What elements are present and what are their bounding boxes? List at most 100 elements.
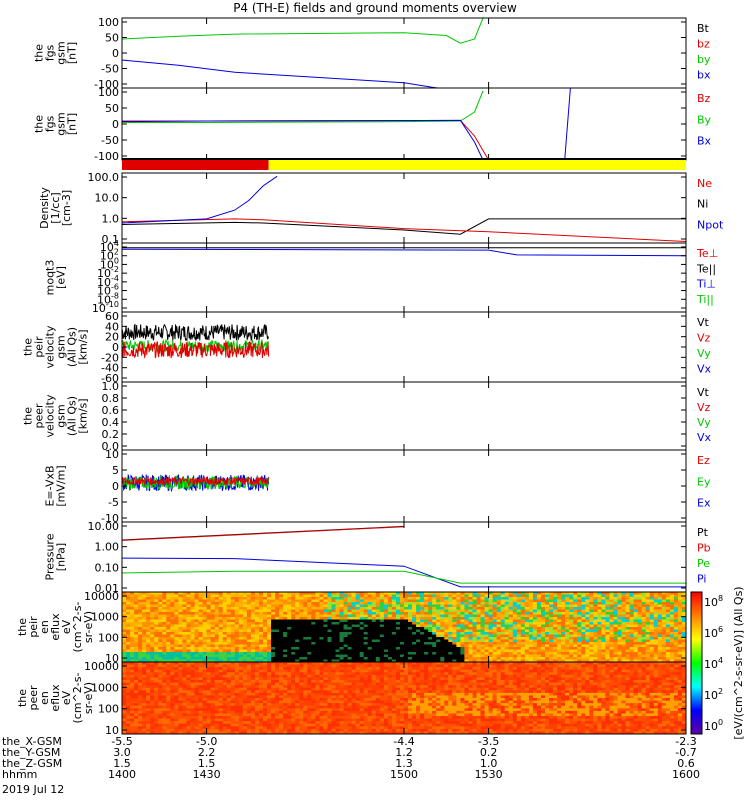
heatmap-cell [633, 647, 639, 651]
heatmap-cell [178, 705, 183, 709]
heatmap-cell [226, 607, 232, 611]
heatmap-cell [339, 612, 345, 616]
heatmap-cell [242, 602, 248, 606]
heatmap-cell [138, 594, 143, 598]
heatmap-cell [311, 614, 316, 618]
heatmap-cell [553, 657, 558, 661]
heatmap-cell [198, 622, 204, 626]
heatmap-cell [452, 657, 457, 661]
heatmap-cell [424, 622, 429, 626]
heatmap-cell [456, 632, 461, 636]
heatmap-cell [569, 654, 574, 658]
heatmap-cell [218, 592, 224, 596]
heatmap-cell [613, 602, 619, 606]
heatmap-cell [476, 639, 482, 643]
heatmap-cell [577, 597, 582, 601]
heatmap-cell [254, 652, 260, 656]
heatmap-cell [412, 602, 417, 606]
heatmap-cell [178, 708, 183, 712]
heatmap-cell [327, 647, 333, 651]
heatmap-cell [444, 592, 449, 596]
heatmap-cell [484, 614, 490, 618]
heatmap-cell [520, 602, 526, 606]
heatmap-cell [194, 637, 200, 641]
heatmap-cell [126, 599, 131, 603]
heatmap-cell [146, 721, 151, 725]
heatmap-cell [520, 617, 526, 621]
heatmap-cell [649, 604, 655, 608]
heatmap-cell [492, 647, 498, 651]
heatmap-cell [142, 632, 147, 636]
heatmap-cell [182, 647, 187, 651]
heatmap-cell [682, 619, 686, 623]
heatmap-cell [146, 726, 151, 730]
heatmap-cell [238, 619, 244, 623]
heatmap-cell [303, 629, 308, 633]
heatmap-cell [472, 654, 478, 658]
heatmap-cell [150, 629, 155, 633]
heatmap-cell [319, 602, 324, 606]
heatmap-cell [242, 649, 248, 653]
heatmap-cell [122, 657, 127, 661]
heatmap-cell [391, 654, 397, 658]
heatmap-cell [363, 659, 369, 662]
heatmap-cell [283, 609, 288, 613]
heatmap-cell [387, 594, 393, 598]
heatmap-cell [673, 594, 679, 598]
heatmap-cell [154, 662, 159, 666]
heatmap-cell [134, 703, 139, 707]
heatmap-cell [142, 597, 147, 601]
heatmap-cell [432, 592, 437, 596]
heatmap-cell [279, 652, 284, 656]
heatmap-cell [629, 607, 635, 611]
heatmap-cell [573, 654, 578, 658]
heatmap-cell [488, 659, 494, 662]
heatmap-cell [291, 602, 296, 606]
heatmap-cell [134, 690, 139, 694]
heatmap-cell [178, 713, 183, 717]
heatmap-cell [154, 677, 159, 681]
heatmap-cell [142, 599, 147, 603]
heatmap-cell [621, 594, 627, 598]
series-line-bx [122, 59, 438, 88]
heatmap-cell [355, 614, 361, 618]
heatmap-cell [613, 614, 619, 618]
heatmap-cell [424, 614, 429, 618]
heatmap-cell [367, 657, 373, 661]
heatmap-cell [391, 659, 397, 662]
heatmap-cell [351, 592, 357, 596]
heatmap-cell [295, 652, 300, 656]
heatmap-cell [395, 632, 401, 636]
heatmap-cell [589, 654, 594, 658]
heatmap-cell [625, 627, 631, 631]
heatmap-cell [468, 604, 474, 608]
heatmap-cell [267, 607, 272, 611]
heatmap-cell [279, 657, 284, 661]
heatmap-cell [194, 692, 200, 697]
heatmap-cell [150, 602, 155, 606]
heatmap-cell [182, 637, 187, 641]
heatmap-cell [190, 594, 196, 598]
y-axis-label: velocity [44, 394, 57, 437]
heatmap-cell [174, 622, 179, 626]
heatmap-cell [210, 622, 216, 626]
heatmap-cell [645, 604, 651, 608]
heatmap-cell [617, 617, 623, 621]
heatmap-cell [122, 695, 127, 699]
heatmap-cell [174, 716, 179, 720]
heatmap-cell [170, 644, 175, 648]
heatmap-cell [339, 632, 345, 636]
heatmap-cell [557, 619, 562, 623]
heatmap-cell [218, 690, 224, 694]
heatmap-cell [158, 687, 163, 691]
heatmap-cell [166, 710, 171, 715]
heatmap-cell [496, 632, 502, 636]
heatmap-cell [553, 599, 558, 603]
heatmap-cell [605, 634, 610, 638]
heatmap-cell [170, 597, 175, 601]
heatmap-cell [669, 599, 675, 603]
heatmap-cell [206, 619, 212, 623]
heatmap-cell [138, 672, 143, 676]
heatmap-cell [577, 657, 582, 661]
heatmap-cell [391, 607, 397, 611]
